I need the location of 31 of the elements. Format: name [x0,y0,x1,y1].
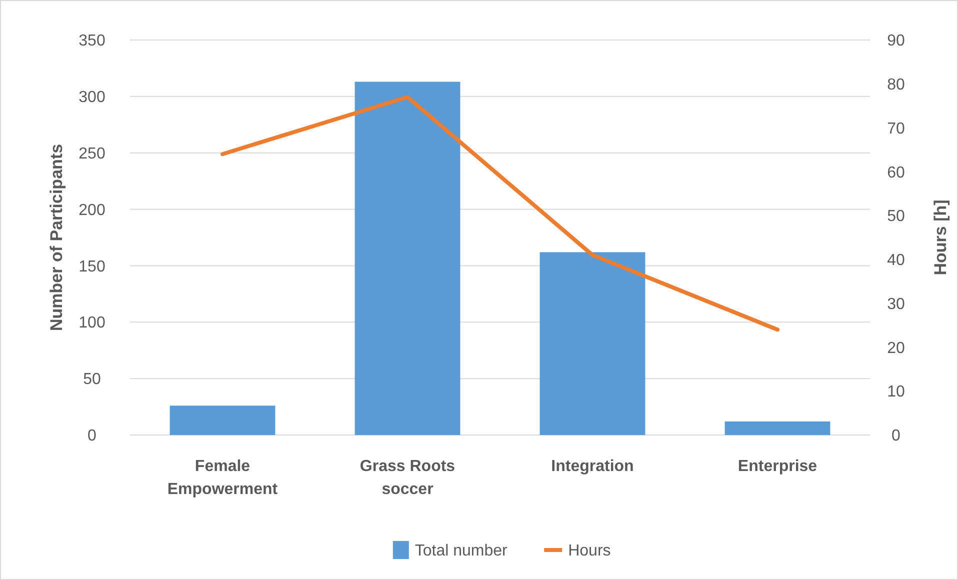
y2-tick-label: 0 [892,428,901,445]
y-tick-label: 150 [78,258,106,276]
y2-tick-label: 60 [887,164,905,182]
x-tick-label: Female Empowerment [167,458,278,498]
y-tick-label: 250 [78,145,106,162]
legend-label: Hours [568,542,611,560]
legend-label: Total number [414,542,508,560]
x-tick-label: Enterprise [738,458,818,475]
y2-tick-label: 40 [887,252,905,270]
bar [354,82,460,435]
y2-tick-label: 20 [887,340,905,357]
y-axis-title: Number of Participants [47,144,66,332]
y-tick-label: 50 [83,371,101,388]
line-series [220,95,780,332]
y-tick-label: 350 [78,32,106,50]
y2-tick-label: 50 [887,208,905,226]
y2-axis-title: Hours [h] [931,200,950,276]
y-tick-label: 100 [78,314,106,332]
x-tick-label: Integration [551,458,634,475]
bar [540,252,646,435]
y-tick-label: 200 [78,202,106,219]
x-tick-label: Grass Roots soccer [360,458,456,498]
y2-tick-label: 30 [887,296,905,313]
y2-tick-label: 80 [887,76,905,94]
y2-tick-label: 10 [887,384,905,401]
y2-tick-label: 90 [887,32,905,50]
y2-tick-label: 70 [887,120,905,138]
bar [724,421,830,435]
y-tick-label: 300 [78,89,106,106]
y-tick-label: 0 [88,428,97,445]
bar [170,406,276,435]
